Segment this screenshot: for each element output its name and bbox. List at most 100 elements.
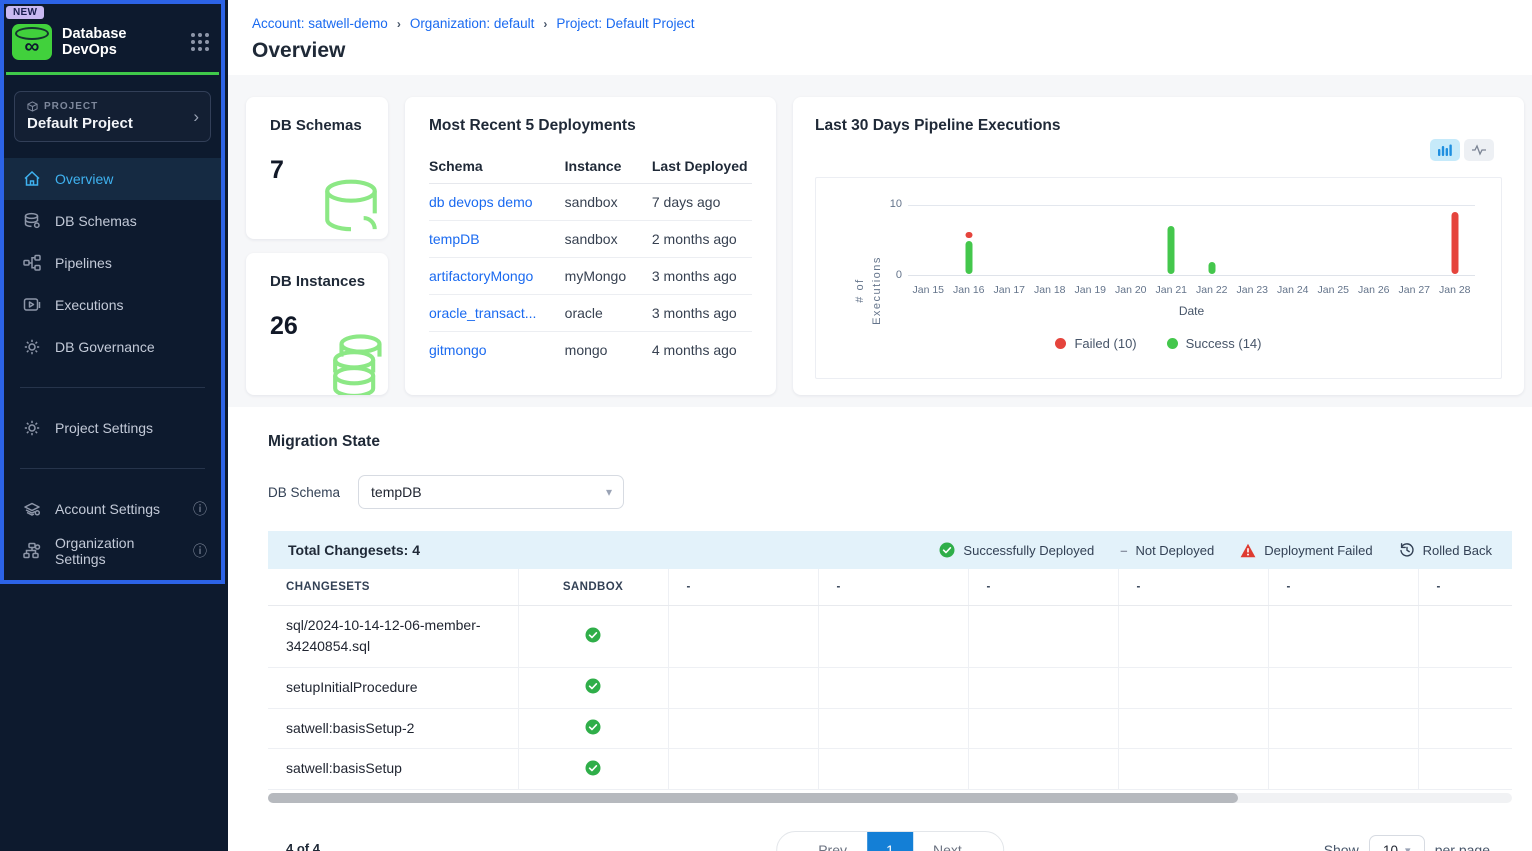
next-page-button[interactable]: Next→ [913, 832, 1003, 851]
account-layers-icon [22, 499, 42, 519]
sandbox-status-cell [518, 667, 668, 708]
breadcrumb-separator-icon: › [543, 17, 547, 31]
breadcrumb-organization-link[interactable]: Organization: default [410, 16, 535, 31]
overview-cards-row: DB Schemas 7 DB Instances 26 Most Recent… [228, 75, 1532, 407]
empty-cell [668, 605, 818, 667]
pipeline-icon [22, 253, 42, 273]
legend-label: Deployment Failed [1264, 543, 1372, 558]
empty-cell [1268, 749, 1418, 790]
empty-cell [1418, 605, 1512, 667]
dash-icon: – [1120, 543, 1127, 558]
changesets-summary-bar: Total Changesets: 4 Successfully Deploye… [268, 531, 1512, 569]
sidebar-item-organization-settings[interactable]: Organization Settings ⓘ [4, 530, 221, 572]
schema-link[interactable]: gitmongo [429, 342, 487, 358]
deployments-title: Most Recent 5 Deployments [429, 117, 752, 135]
schema-link[interactable]: tempDB [429, 231, 480, 247]
per-page-label: per page [1435, 842, 1490, 851]
legend-label: Not Deployed [1135, 543, 1214, 558]
db-instances-card: DB Instances 26 [246, 253, 388, 395]
sidebar-item-executions[interactable]: Executions [4, 284, 221, 326]
sidebar-item-project-settings[interactable]: Project Settings [4, 407, 221, 449]
x-tick-label: Jan 22 [1192, 284, 1233, 296]
line-chart-toggle-button[interactable] [1464, 139, 1494, 161]
changeset-row: satwell:basisSetup-2 [268, 708, 1512, 749]
horizontal-scrollbar-thumb[interactable] [268, 793, 1238, 803]
empty-cell [1118, 708, 1268, 749]
sidebar-nav: Overview DB Schemas Pipelines Executions… [4, 158, 221, 368]
sidebar-item-pipelines[interactable]: Pipelines [4, 242, 221, 284]
page-size-group: Show 10 ▾ per page [1324, 835, 1490, 851]
empty-cell [1118, 667, 1268, 708]
info-icon[interactable]: ⓘ [193, 499, 207, 519]
prev-page-button[interactable]: ←Prev [777, 832, 867, 851]
chart-bar-slot [1030, 206, 1071, 275]
stat-title: DB Schemas [270, 117, 388, 134]
db-schema-label: DB Schema [268, 485, 340, 500]
success-check-icon [585, 678, 601, 694]
apps-grid-icon[interactable] [191, 33, 209, 51]
schema-link[interactable]: oracle_transact... [429, 305, 536, 321]
migration-state-panel: Migration State DB Schema tempDB ▾ Total… [228, 407, 1532, 851]
database-icon [22, 211, 42, 231]
sidebar-item-overview[interactable]: Overview [4, 158, 221, 200]
success-dot-icon [1167, 338, 1178, 349]
sidebar-item-db-governance[interactable]: DB Governance [4, 326, 221, 368]
success-bar [1208, 262, 1215, 274]
migration-title: Migration State [268, 433, 1512, 451]
schema-link[interactable]: artifactoryMongo [429, 268, 533, 284]
deployments-table: SchemaInstanceLast Deployed db devops de… [429, 149, 752, 368]
chart-bar-slot [908, 206, 949, 275]
schema-link[interactable]: db devops demo [429, 194, 533, 210]
app-title: Database DevOps [62, 26, 181, 58]
sidebar-item-label: Project Settings [55, 420, 153, 436]
page-size-select[interactable]: 10 ▾ [1369, 835, 1425, 851]
chart-bar-slot [1070, 206, 1111, 275]
project-name: Default Project [27, 115, 198, 132]
empty-cell [968, 605, 1118, 667]
sidebar-item-label: Pipelines [55, 255, 112, 271]
breadcrumb-account-link[interactable]: Account: satwell-demo [252, 16, 388, 31]
sidebar-divider [20, 387, 205, 388]
chart-bar-slot [1394, 206, 1435, 275]
chart-bar-slot [1354, 206, 1395, 275]
chart-bar-slot [1232, 206, 1273, 275]
last-deployed-cell: 3 months ago [652, 295, 752, 332]
deployments-header-row: SchemaInstanceLast Deployed [429, 149, 752, 184]
legend-not-deployed: – Not Deployed [1120, 543, 1214, 558]
changeset-row: satwell:basisSetup [268, 749, 1512, 790]
empty-cell [818, 749, 968, 790]
project-selector[interactable]: PROJECT Default Project › [14, 91, 211, 142]
deployment-row: db devops demosandbox7 days ago [429, 184, 752, 221]
empty-cell [1118, 749, 1268, 790]
db-schema-select[interactable]: tempDB ▾ [358, 475, 624, 509]
chart-bar-slot [1111, 206, 1152, 275]
x-tick-label: Jan 15 [908, 284, 949, 296]
empty-col-header: - [1418, 569, 1512, 605]
changeset-row: sql/2024-10-14-12-06-member-34240854.sql [268, 605, 1512, 667]
project-label: PROJECT [44, 101, 98, 112]
x-tick-label: Jan 19 [1070, 284, 1111, 296]
changeset-name-cell: satwell:basisSetup-2 [268, 708, 518, 749]
sidebar-item-account-settings[interactable]: Account Settings ⓘ [4, 488, 221, 530]
sidebar-item-db-schemas[interactable]: DB Schemas [4, 200, 221, 242]
bar-chart-toggle-button[interactable] [1430, 139, 1460, 161]
x-tick-label: Jan 16 [949, 284, 990, 296]
chart-plot-area: # of Executions 10 0 Jan 15Jan 16Jan 17J… [815, 177, 1502, 379]
arrow-right-icon: → [969, 842, 983, 851]
horizontal-scrollbar-track[interactable] [268, 793, 1512, 803]
empty-cell [1268, 605, 1418, 667]
pager: ←Prev 1 Next→ [776, 831, 1004, 851]
failed-bar [1451, 212, 1458, 274]
info-icon[interactable]: ⓘ [193, 541, 207, 561]
sidebar-item-label: Organization Settings [55, 535, 180, 567]
breadcrumb-project-link[interactable]: Project: Default Project [556, 16, 694, 31]
db-schema-selector-row: DB Schema tempDB ▾ [268, 475, 1512, 509]
changeset-name-cell: setupInitialProcedure [268, 667, 518, 708]
deployment-row: gitmongomongo4 months ago [429, 332, 752, 369]
page-1-button[interactable]: 1 [867, 832, 913, 851]
legend-item-failed: Failed (10) [1055, 336, 1136, 351]
empty-cell [668, 708, 818, 749]
empty-col-header: - [818, 569, 968, 605]
line-chart-icon [1471, 144, 1487, 156]
warning-triangle-icon [1240, 543, 1256, 558]
